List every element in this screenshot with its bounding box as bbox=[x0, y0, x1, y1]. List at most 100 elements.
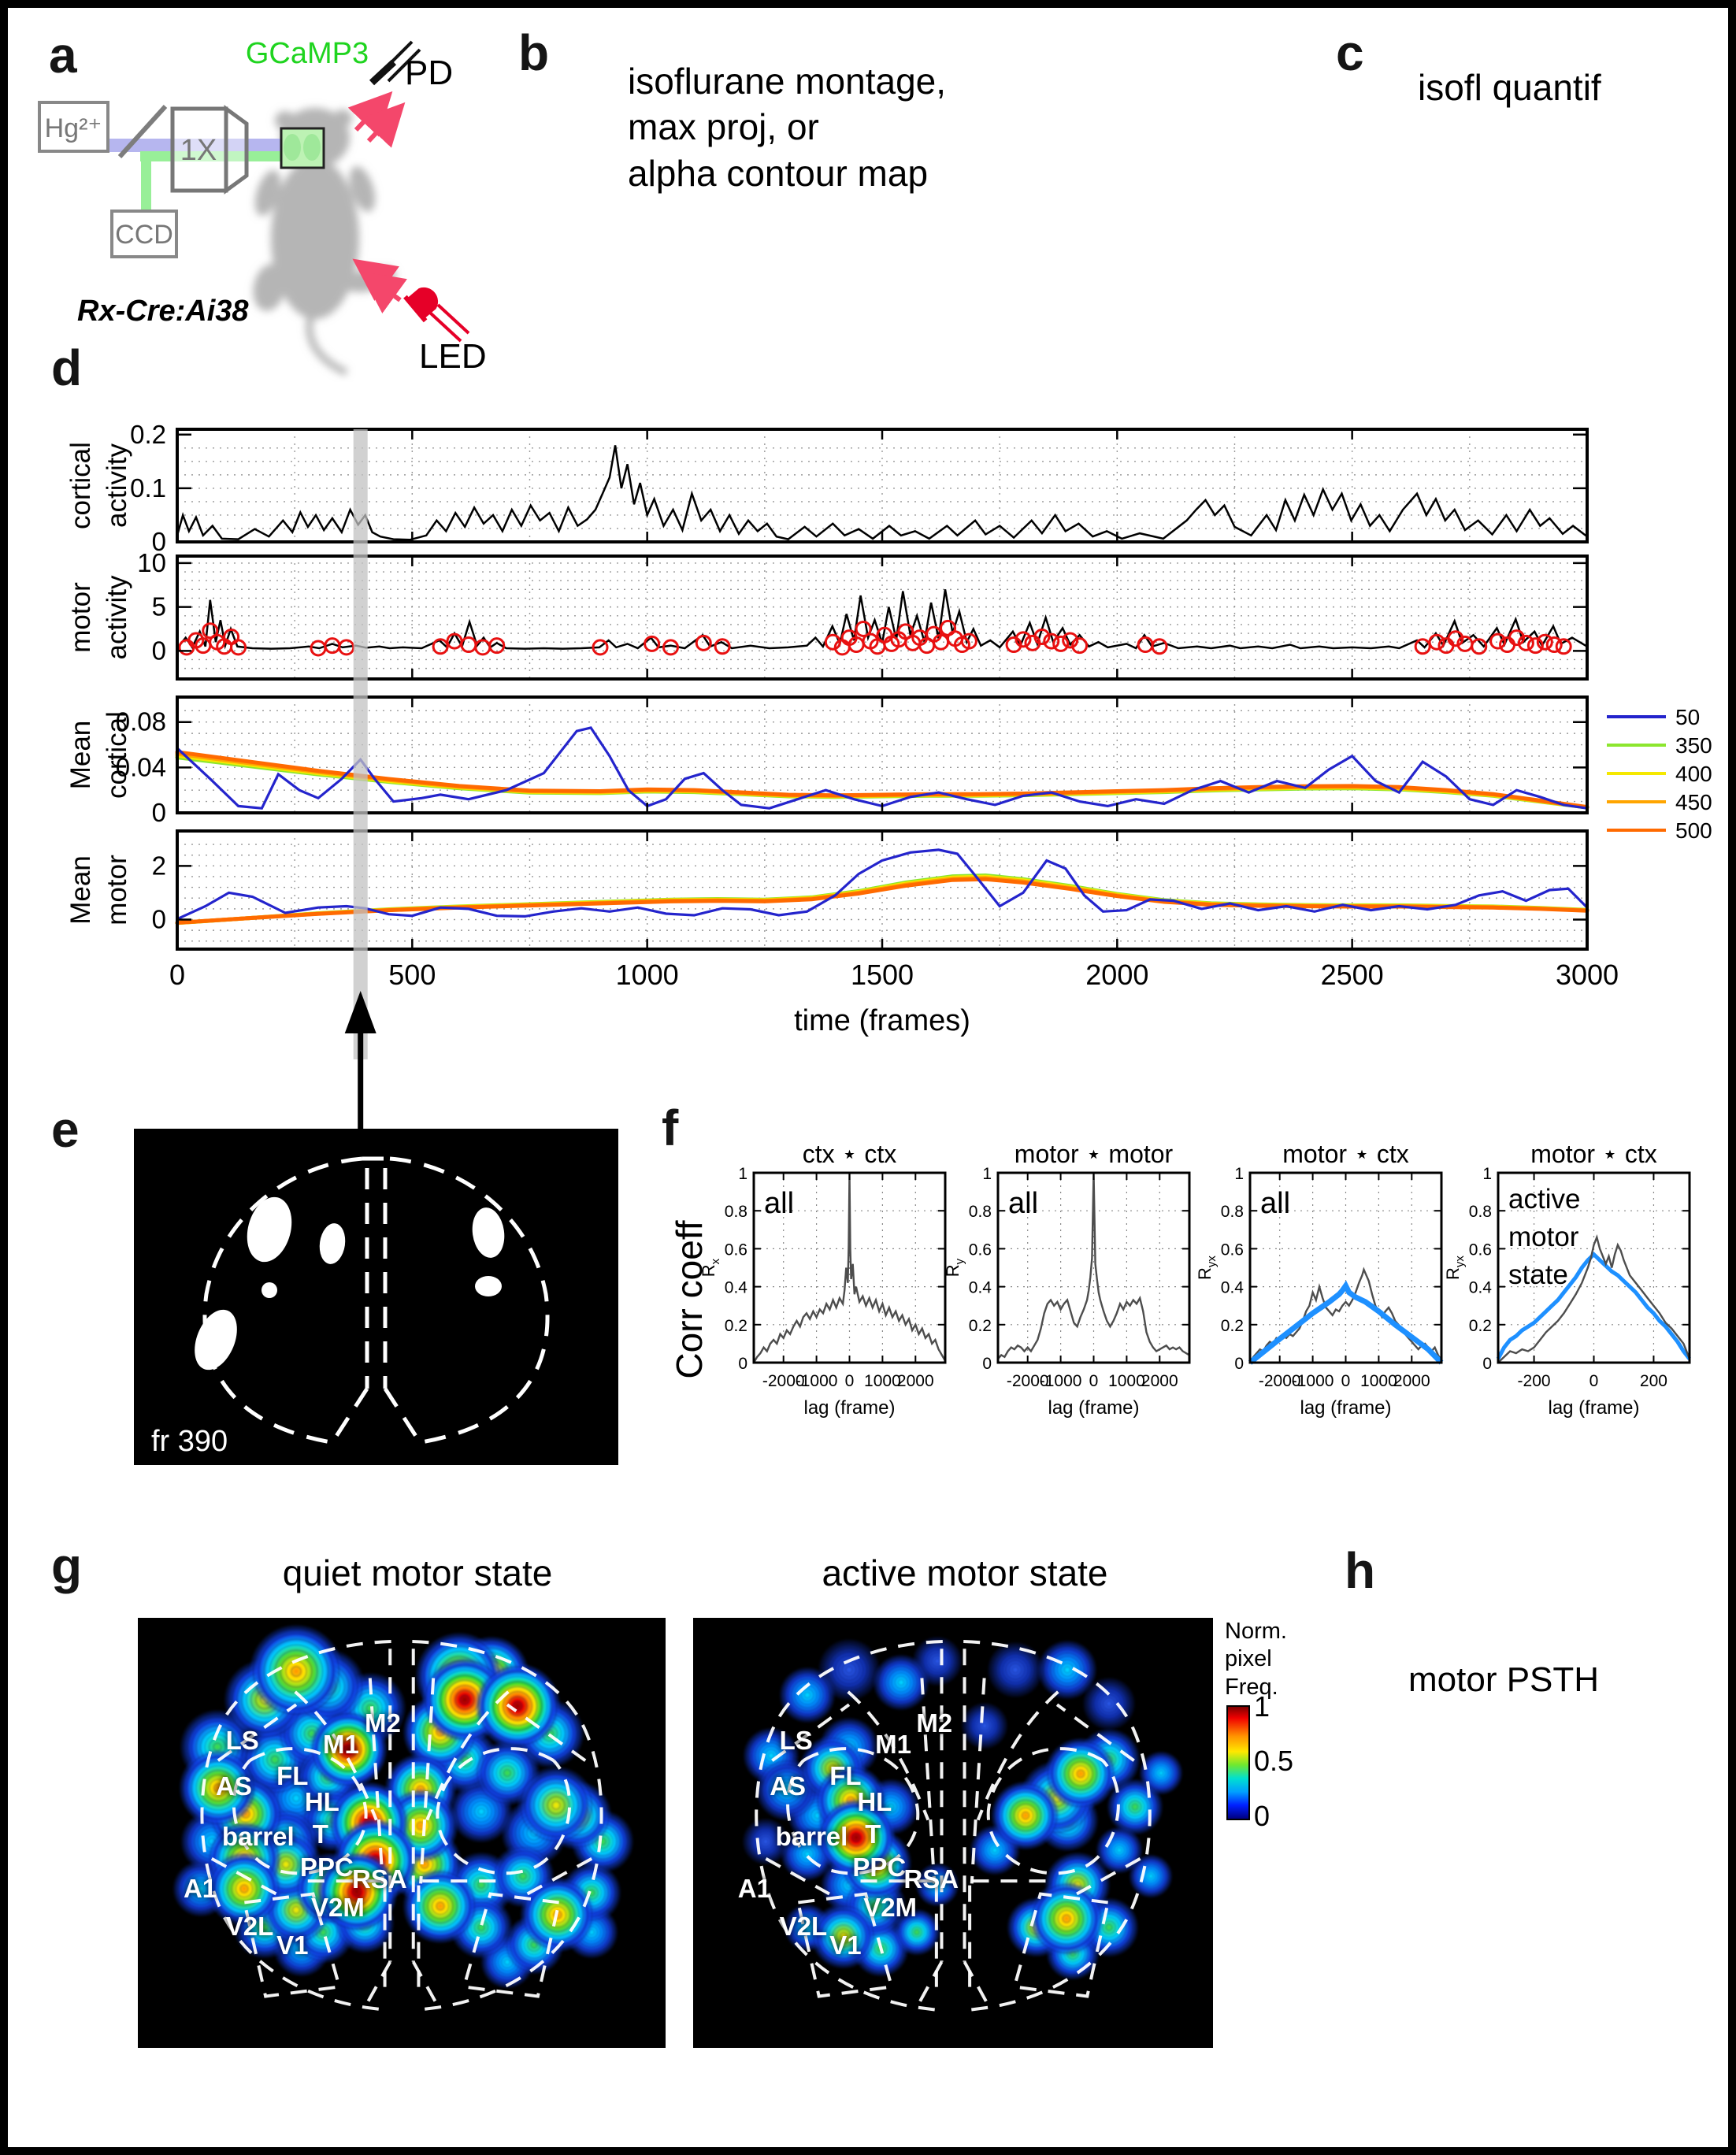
ytick-label: 0 bbox=[152, 527, 166, 556]
area-label-V2M: V2M bbox=[310, 1893, 365, 1922]
xtick-label: -1000 bbox=[796, 1372, 838, 1390]
led-icon bbox=[403, 287, 439, 323]
motor-event-marker bbox=[1052, 635, 1070, 652]
active-region-blob bbox=[472, 1207, 505, 1258]
ytick-label: 0.2 bbox=[1469, 1317, 1492, 1335]
motor-event-marker bbox=[1526, 637, 1544, 655]
motor-event-marker bbox=[432, 638, 449, 655]
area-label-M1: M1 bbox=[323, 1730, 359, 1760]
panel-g-label: g bbox=[51, 1537, 83, 1594]
heat-blob bbox=[249, 1624, 343, 1719]
objective-nose bbox=[224, 105, 249, 195]
motor-event-marker bbox=[1489, 632, 1507, 650]
annotation: all bbox=[764, 1187, 794, 1220]
setup-schematic: Hg²⁺ 1X CCD GCaMP3 PD LED Rx-Cr bbox=[38, 37, 487, 376]
trace-blue bbox=[1496, 1252, 1691, 1360]
area-label-A1: A1 bbox=[737, 1873, 771, 1903]
dashed-boundary bbox=[370, 1678, 383, 1883]
xaxis-label: lag (frame) bbox=[803, 1397, 895, 1419]
area-label-V1: V1 bbox=[829, 1931, 862, 1960]
motor-event-marker bbox=[592, 639, 609, 656]
dashed-boundary bbox=[234, 1749, 366, 1873]
ylabel-line1: cortical bbox=[65, 442, 96, 529]
ytick-label: 10 bbox=[137, 548, 166, 577]
ytick-label: 0 bbox=[152, 636, 166, 665]
ytick-label: 0 bbox=[152, 798, 166, 827]
genotype-text: Rx-Cre:Ai38 bbox=[77, 295, 249, 328]
trace-window-350 bbox=[175, 873, 1589, 925]
heat-blob bbox=[779, 1667, 836, 1724]
xtick-label: 1000 bbox=[616, 959, 679, 991]
area-label-HL: HL bbox=[304, 1786, 339, 1816]
colorbar-title-line1: Norm. bbox=[1225, 1619, 1287, 1644]
dashed-boundary bbox=[978, 1692, 1059, 1820]
motor-event-marker bbox=[960, 632, 977, 650]
panel-c-description: isofl quantif bbox=[1418, 67, 1601, 108]
motor-event-marker bbox=[1545, 636, 1563, 654]
motor-event-marker bbox=[488, 637, 506, 655]
dashed-boundary bbox=[772, 1704, 849, 1760]
heat-blob bbox=[816, 1798, 896, 1877]
gcamp-text: GCaMP3 bbox=[246, 37, 369, 70]
motor-event-marker bbox=[460, 636, 477, 654]
correlogram-title: motor ⋆ ctx bbox=[1282, 1140, 1409, 1168]
dashed-boundary bbox=[766, 1859, 829, 1894]
ytick-label: 0.2 bbox=[1221, 1317, 1244, 1335]
dashed-boundary bbox=[464, 1894, 559, 1997]
area-label-A1: A1 bbox=[183, 1873, 217, 1903]
ylabel: Ryx bbox=[1443, 1256, 1467, 1280]
quiet-map-title: quiet motor state bbox=[282, 1552, 553, 1593]
heat-blob bbox=[960, 1701, 1008, 1749]
area-label-V1: V1 bbox=[276, 1931, 309, 1960]
ytick-label: 0 bbox=[152, 905, 166, 934]
ylabel-line2: cortical bbox=[102, 711, 132, 799]
frame-mask-drawing bbox=[195, 1156, 550, 1445]
dashed-boundary bbox=[965, 1962, 990, 2008]
led-arrow-2 bbox=[360, 271, 407, 313]
ytick-label: 0.2 bbox=[725, 1317, 747, 1335]
ytick-label: 0.6 bbox=[969, 1241, 992, 1259]
area-label-T: T bbox=[312, 1819, 328, 1849]
dashed-boundary bbox=[963, 1641, 1150, 2010]
area-label-barrel: barrel bbox=[775, 1821, 848, 1851]
ylabel-line1: Mean bbox=[65, 721, 96, 790]
colorbar bbox=[1226, 1705, 1250, 1820]
annotation: active bbox=[1508, 1184, 1580, 1215]
motor-event-marker bbox=[1555, 638, 1572, 655]
xtick-label: 0 bbox=[1589, 1372, 1599, 1390]
ytick-label: 0.2 bbox=[130, 420, 166, 449]
active-region-blob bbox=[195, 1309, 237, 1371]
heat-blob bbox=[178, 1748, 258, 1827]
heat-blob bbox=[811, 1903, 877, 1970]
xaxis-label: lag (frame) bbox=[1048, 1397, 1139, 1419]
ytick-label: 0.1 bbox=[130, 473, 166, 503]
correlogram-title: motor ⋆ ctx bbox=[1530, 1140, 1657, 1168]
motor-event-marker bbox=[1447, 630, 1464, 647]
trace-cortical bbox=[176, 445, 1588, 541]
area-label-FL: FL bbox=[276, 1760, 309, 1790]
colorbar-title-line2: pixel bbox=[1225, 1646, 1272, 1672]
xtick-label: 200 bbox=[1640, 1372, 1667, 1390]
motor-event-marker bbox=[1062, 632, 1079, 649]
area-label-RSA: RSA bbox=[903, 1864, 959, 1894]
panel-b-line-1: isoflurane montage, bbox=[628, 61, 947, 102]
area-label-LS: LS bbox=[225, 1726, 259, 1756]
legend-label-400: 400 bbox=[1675, 762, 1712, 786]
dashed-boundary bbox=[1057, 1704, 1134, 1760]
active-map-title: active motor state bbox=[822, 1552, 1108, 1593]
ylabel: Ry bbox=[943, 1258, 966, 1277]
ylabel-line2: activity bbox=[102, 575, 132, 659]
trace-gray bbox=[1497, 1234, 1691, 1363]
xtick-label: 500 bbox=[388, 959, 436, 991]
area-label-barrel: barrel bbox=[221, 1821, 295, 1851]
ylabel-line2: activity bbox=[102, 443, 132, 528]
area-label-PPC: PPC bbox=[852, 1853, 907, 1882]
trace-blue bbox=[1248, 1280, 1444, 1365]
motor-event-marker bbox=[1005, 636, 1022, 654]
xtick-label: 2000 bbox=[1085, 959, 1148, 991]
ytick-label: 0.4 bbox=[1221, 1279, 1245, 1297]
area-label-V2L: V2L bbox=[779, 1912, 828, 1942]
area-label-PPC: PPC bbox=[299, 1853, 354, 1882]
area-label-AS: AS bbox=[770, 1771, 807, 1801]
